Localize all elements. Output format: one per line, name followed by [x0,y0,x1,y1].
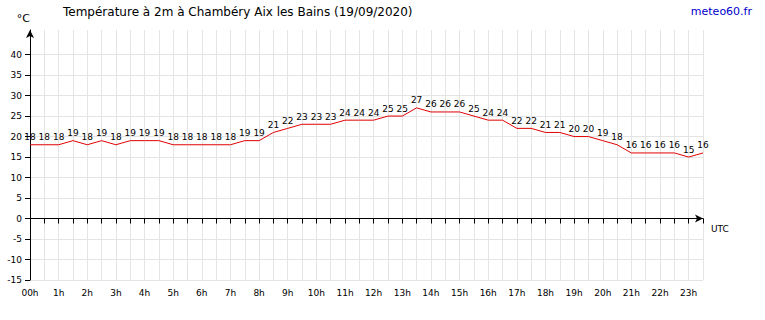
svg-text:19: 19 [253,128,265,138]
svg-text:19: 19 [125,128,137,138]
svg-text:22: 22 [282,116,293,126]
svg-text:18: 18 [53,132,65,142]
svg-text:UTC: UTC [711,224,729,234]
svg-text:27: 27 [411,95,422,105]
svg-text:22: 22 [511,116,522,126]
svg-text:16: 16 [669,140,681,150]
svg-text:5: 5 [16,193,22,203]
svg-text:2h: 2h [82,288,93,298]
svg-text:-15: -15 [7,275,22,285]
svg-text:24: 24 [482,108,494,118]
svg-text:4h: 4h [139,288,150,298]
svg-text:23: 23 [311,112,322,122]
svg-text:18: 18 [82,132,94,142]
svg-text:26: 26 [425,99,437,109]
svg-text:16: 16 [626,140,638,150]
svg-text:23h: 23h [680,288,697,298]
svg-text:8h: 8h [253,288,264,298]
svg-text:17h: 17h [508,288,525,298]
svg-text:19: 19 [67,128,79,138]
svg-text:19: 19 [96,128,108,138]
svg-text:15: 15 [11,152,22,162]
svg-text:18: 18 [210,132,222,142]
svg-text:19: 19 [239,128,251,138]
svg-text:12h: 12h [365,288,382,298]
svg-text:3h: 3h [110,288,121,298]
svg-text:meteo60.fr: meteo60.fr [691,5,753,18]
svg-text:25: 25 [468,104,479,114]
svg-text:15: 15 [683,145,694,155]
svg-text:°C: °C [17,12,31,25]
svg-text:18: 18 [167,132,179,142]
svg-text:25: 25 [11,111,22,121]
svg-text:Température à 2m à Chambéry Ai: Température à 2m à Chambéry Aix les Bain… [62,5,413,19]
svg-text:00h: 00h [21,288,38,298]
svg-text:15h: 15h [451,288,468,298]
svg-text:18: 18 [225,132,237,142]
svg-text:9h: 9h [282,288,293,298]
svg-text:5h: 5h [167,288,178,298]
svg-text:-10: -10 [7,255,22,265]
svg-text:-5: -5 [13,234,22,244]
svg-text:21: 21 [540,120,551,130]
svg-text:19h: 19h [566,288,583,298]
svg-text:16: 16 [640,140,652,150]
svg-text:0: 0 [16,214,22,224]
svg-text:11h: 11h [336,288,353,298]
svg-text:24: 24 [339,108,351,118]
svg-text:40: 40 [11,50,23,60]
svg-text:21: 21 [268,120,279,130]
svg-text:19: 19 [597,128,609,138]
svg-text:24: 24 [354,108,366,118]
svg-text:21h: 21h [623,288,640,298]
svg-text:10: 10 [11,173,23,183]
svg-text:19: 19 [153,128,165,138]
svg-text:18: 18 [182,132,194,142]
svg-text:18h: 18h [537,288,554,298]
svg-text:23: 23 [296,112,307,122]
svg-text:22: 22 [525,116,536,126]
svg-text:23: 23 [325,112,336,122]
svg-text:20: 20 [583,124,595,134]
svg-text:6h: 6h [196,288,207,298]
svg-text:30: 30 [11,91,23,101]
svg-text:10h: 10h [308,288,325,298]
svg-text:7h: 7h [225,288,236,298]
svg-text:25: 25 [382,104,393,114]
svg-text:16h: 16h [480,288,497,298]
svg-text:14h: 14h [422,288,439,298]
svg-text:18: 18 [196,132,208,142]
svg-text:26: 26 [440,99,452,109]
svg-text:26: 26 [454,99,466,109]
svg-text:24: 24 [497,108,509,118]
svg-text:24: 24 [368,108,380,118]
svg-text:16: 16 [697,140,709,150]
svg-text:21: 21 [554,120,565,130]
svg-text:20: 20 [11,132,23,142]
svg-text:16: 16 [654,140,666,150]
svg-text:13h: 13h [394,288,411,298]
svg-text:25: 25 [397,104,408,114]
svg-text:35: 35 [11,70,22,80]
svg-text:20: 20 [568,124,580,134]
svg-text:18: 18 [24,132,36,142]
svg-text:18: 18 [110,132,122,142]
svg-text:18: 18 [39,132,51,142]
svg-text:1h: 1h [53,288,64,298]
svg-text:20h: 20h [594,288,611,298]
svg-text:19: 19 [139,128,151,138]
svg-text:18: 18 [611,132,623,142]
svg-text:22h: 22h [651,288,668,298]
